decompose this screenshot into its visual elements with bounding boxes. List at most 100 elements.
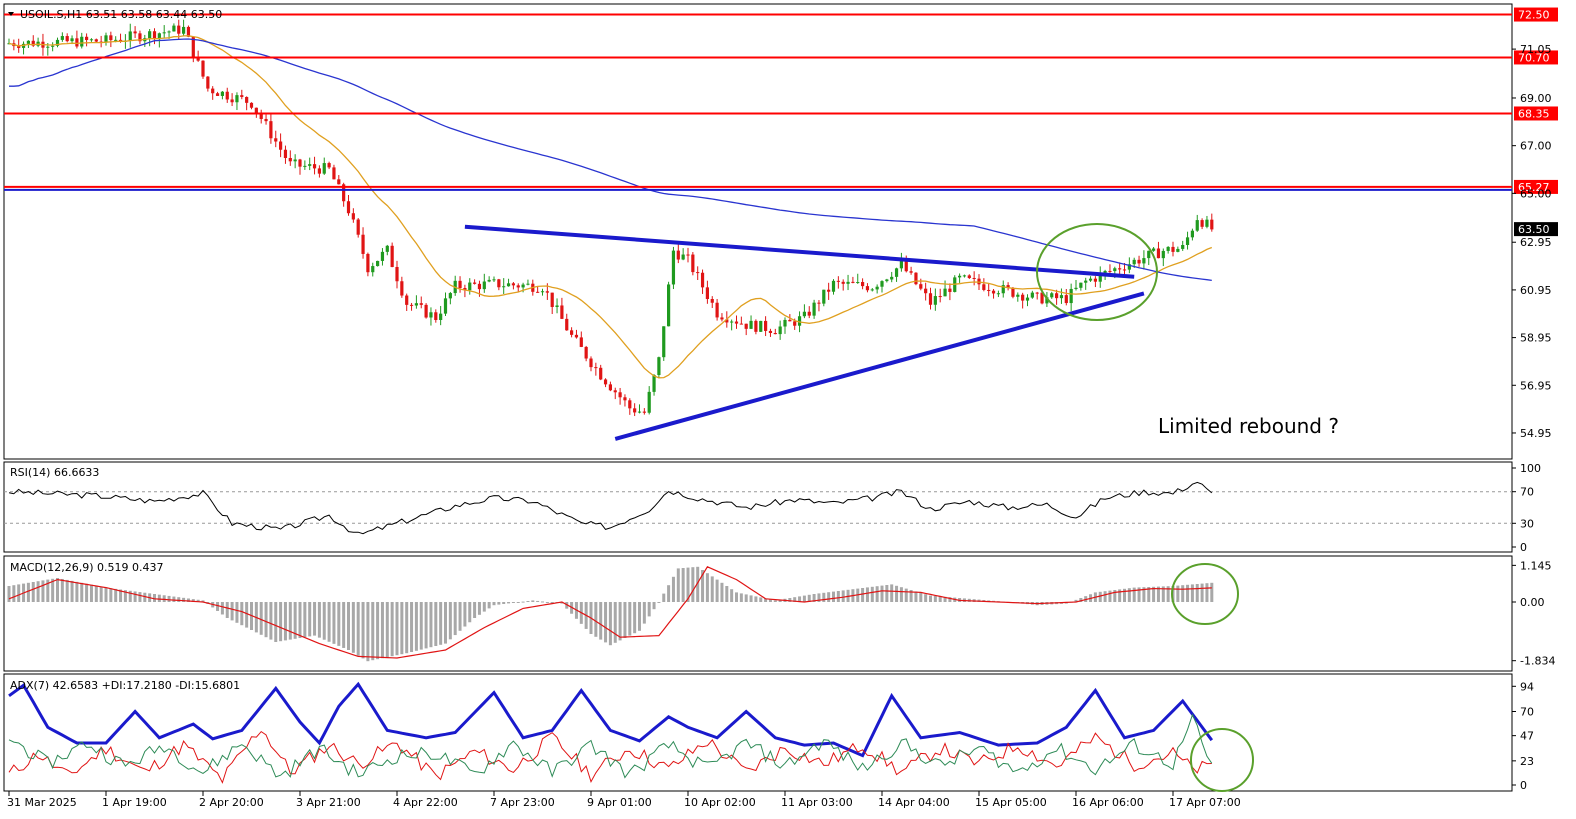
candle-body — [856, 282, 860, 284]
macd-histogram-bar — [448, 602, 452, 640]
macd-histogram-bar — [245, 602, 249, 628]
candle-body — [240, 95, 244, 97]
candle-body — [1132, 259, 1136, 265]
macd-signal-line — [8, 566, 1212, 659]
time-tick-label: 3 Apr 21:00 — [296, 796, 361, 809]
candle-body — [972, 277, 976, 279]
candle-body — [948, 288, 952, 292]
macd-histogram-bar — [1098, 591, 1102, 602]
macd-histogram-bar — [657, 602, 661, 603]
macd-histogram-bar — [356, 602, 360, 656]
macd-histogram-bar — [274, 602, 278, 642]
candle-body — [1176, 248, 1180, 252]
candle-body — [807, 311, 811, 316]
price-level-label: 68.35 — [1518, 107, 1550, 120]
macd-histogram-bar — [220, 602, 224, 615]
candle-body — [308, 164, 312, 166]
candle-body — [870, 289, 874, 291]
macd-histogram-bar — [293, 602, 297, 639]
macd-histogram-bar — [924, 594, 928, 602]
candle-body — [861, 282, 865, 287]
macd-histogram-bar — [744, 594, 748, 602]
candle-body — [836, 280, 840, 282]
candle-body — [1025, 297, 1030, 301]
trendline — [464, 224, 1135, 279]
macd-histogram-bar — [715, 579, 719, 602]
macd-histogram-bar — [473, 602, 477, 618]
candle-body — [565, 318, 569, 331]
macd-histogram-bar — [890, 584, 894, 602]
macd-histogram-bar — [511, 602, 515, 603]
macd-histogram-bar — [735, 592, 738, 602]
candle-body — [613, 390, 617, 393]
symbol-menu-arrow-icon[interactable] — [8, 12, 14, 16]
macd-histogram-bar — [191, 599, 195, 602]
macd-histogram-bar — [60, 578, 64, 602]
macd-histogram-bar — [681, 568, 685, 602]
macd-histogram-bar — [1166, 586, 1170, 602]
candle-body — [1118, 268, 1122, 270]
rsi-panel-title: RSI(14) 66.6633 — [10, 466, 99, 479]
macd-histogram-bar — [395, 602, 399, 656]
macd-histogram-bar — [904, 588, 908, 602]
candle-body — [1074, 287, 1078, 289]
macd-histogram-bar — [186, 598, 190, 602]
candle-body — [497, 279, 501, 288]
macd-histogram-bar — [628, 602, 632, 636]
annotation-limited-rebound: Limited rebound ? — [1158, 414, 1339, 438]
price-axis-tick-label: 65.00 — [1520, 187, 1552, 200]
macd-histogram-bar — [1137, 587, 1141, 602]
macd-histogram-bar — [832, 591, 835, 602]
candle-body — [152, 31, 157, 40]
candle-body — [1200, 220, 1204, 227]
candle-body — [487, 279, 491, 282]
macd-histogram-bar — [948, 597, 952, 602]
macd-highlight-circle — [1171, 563, 1239, 625]
candle-body — [89, 39, 94, 41]
macd-histogram-bar — [109, 588, 113, 602]
macd-histogram-bar — [410, 602, 414, 652]
candle-body — [1142, 258, 1146, 264]
candle-body — [904, 260, 908, 272]
rsi-panel: 100 70 30 0 — [4, 462, 1541, 554]
candle-body — [138, 33, 142, 42]
time-tick-label: 2 Apr 20:00 — [199, 796, 264, 809]
candle-body — [1205, 219, 1209, 227]
candle-body — [933, 296, 937, 305]
candle-body — [380, 251, 385, 261]
macd-histogram-bar — [662, 593, 666, 602]
macd-histogram-bar — [807, 594, 811, 602]
candle-body — [1055, 293, 1059, 299]
macd-histogram-bar — [327, 602, 331, 642]
macd-histogram-bar — [793, 597, 797, 602]
macd-histogram-bar — [526, 601, 530, 602]
time-tick-label: 15 Apr 05:00 — [975, 796, 1047, 809]
candle-body — [700, 272, 705, 288]
macd-histogram-bar — [153, 594, 156, 602]
time-tick-label: 17 Apr 07:00 — [1169, 796, 1241, 809]
main-panel-title: USOIL.S,H1 63.51 63.58 63.44 63.50 — [20, 8, 222, 21]
macd-histogram-bar — [337, 602, 341, 646]
candle-body — [875, 286, 879, 290]
candle-body — [1064, 295, 1068, 304]
macd-histogram-bar — [26, 582, 30, 602]
macd-histogram-bar — [536, 600, 540, 602]
candle-body — [914, 272, 918, 285]
macd-histogram-bar — [482, 602, 486, 612]
macd-histogram-bar — [279, 602, 283, 642]
candle-body — [1210, 219, 1214, 230]
price-level-label: 65.27 — [1518, 181, 1550, 194]
candle-body — [991, 290, 996, 294]
macd-histogram-bar — [269, 602, 273, 640]
candle-body — [1069, 288, 1073, 304]
macd-histogram-bar — [507, 602, 511, 604]
macd-histogram-bar — [604, 602, 608, 643]
candle-body — [1006, 285, 1010, 288]
macd-histogram-bar — [1195, 584, 1199, 602]
candle-body — [885, 279, 889, 282]
macd-histogram-bar — [414, 602, 418, 651]
candle-body — [55, 39, 60, 46]
candle-body — [346, 201, 351, 214]
macd-histogram-bar — [642, 602, 646, 624]
